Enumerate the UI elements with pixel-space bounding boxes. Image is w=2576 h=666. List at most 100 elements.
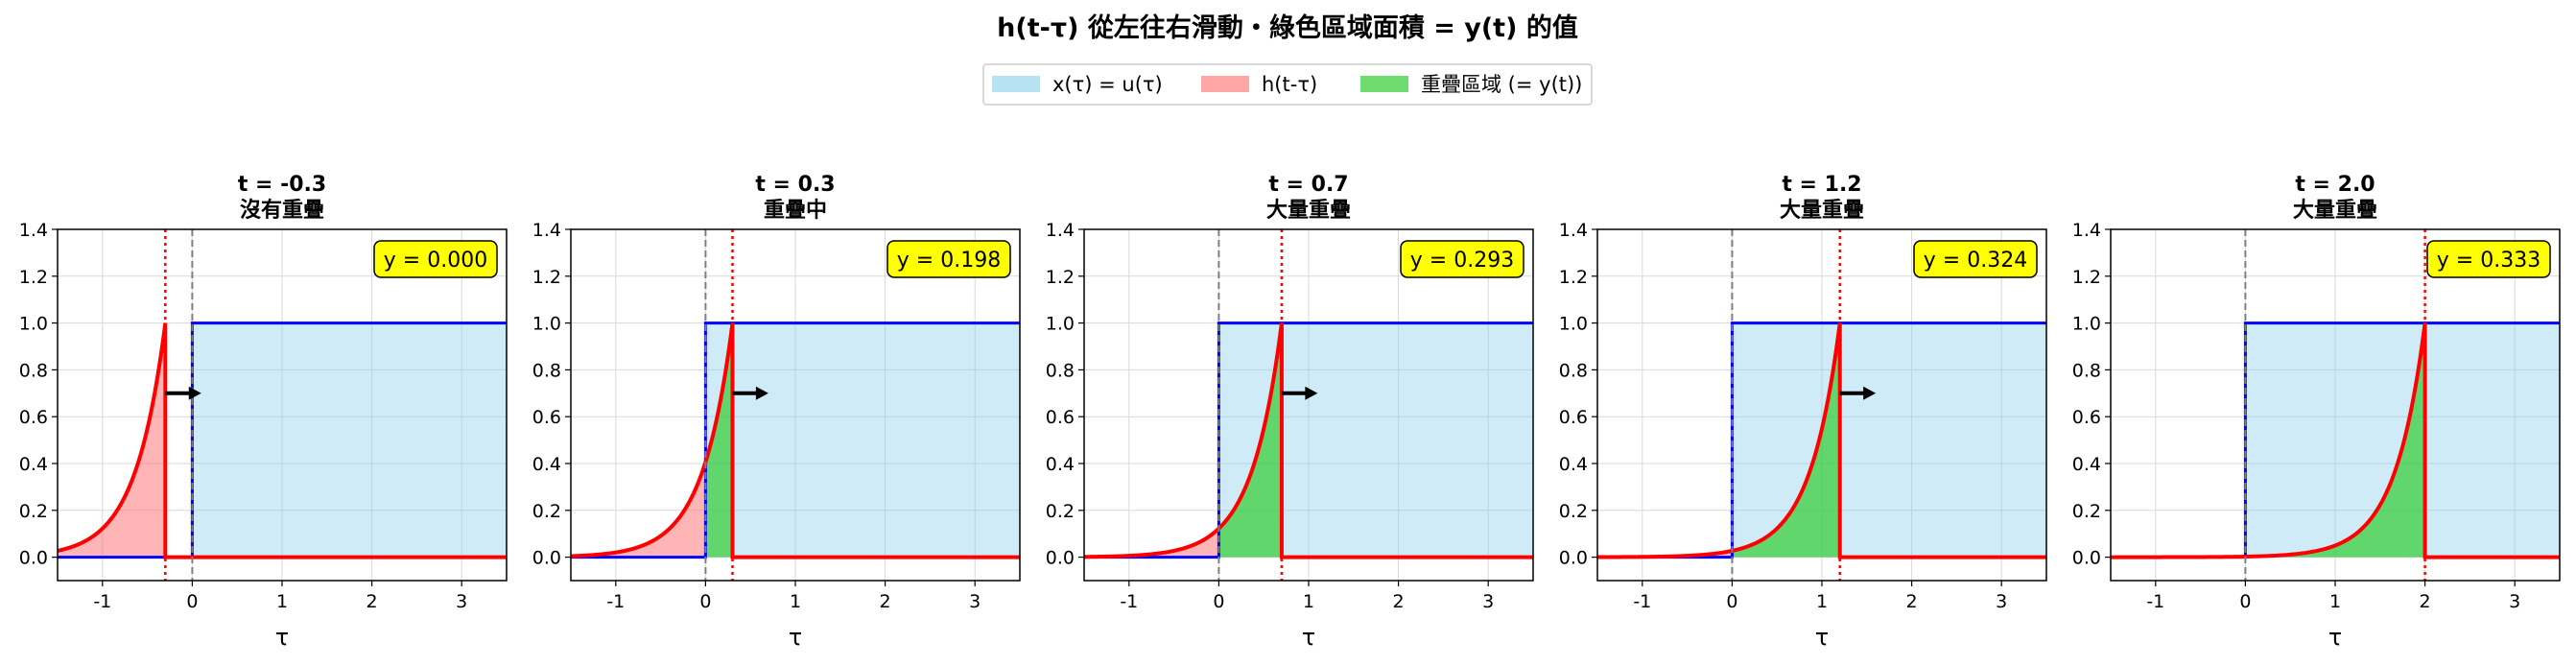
x-tick-label: 0: [2239, 591, 2251, 612]
y-tick-label: 0.8: [19, 360, 48, 381]
motion-arrow: [165, 386, 201, 400]
y-tick-label: 0.6: [19, 407, 48, 428]
y-tick-label: 0.2: [532, 501, 561, 522]
y-tick-label: 0.2: [19, 501, 48, 522]
arrow-head: [755, 386, 768, 400]
overlap-fill: [1218, 322, 1282, 558]
y-value-box: [1400, 240, 1524, 278]
y-tick-label: 0.6: [1046, 407, 1075, 428]
x-tick-label: -1: [606, 591, 625, 612]
y-value-label: y = 0.000: [384, 249, 487, 273]
y-tick-label: 1.2: [532, 267, 561, 288]
legend-frame: [982, 63, 1593, 106]
y-tick-label: 1.0: [19, 314, 48, 335]
x-tick-label: 2: [2420, 591, 2431, 612]
legend-swatch-overlap: [1360, 76, 1408, 92]
x-tick-label: 0: [186, 591, 198, 612]
y-tick-label: 1.2: [1559, 267, 1588, 288]
y-tick-label: 1.4: [19, 220, 48, 241]
y-tick-label: 1.2: [19, 267, 48, 288]
y-tick-label: 0.6: [2072, 407, 2101, 428]
x-tick-label: 1: [276, 591, 288, 612]
legend-label-x: x(τ) = u(τ): [1052, 73, 1163, 96]
h-fill: [58, 322, 166, 558]
y-tick-label: 1.4: [1559, 220, 1588, 241]
legend-swatch-x: [992, 76, 1040, 92]
x-tick-label: 3: [1482, 591, 1494, 612]
y-tick-label: 0.4: [1559, 454, 1588, 475]
y-tick-label: 0.0: [1046, 548, 1075, 569]
y-tick-label: 0.4: [19, 454, 48, 475]
x-axis-label: τ: [789, 624, 802, 651]
y-value-box: [373, 240, 498, 278]
y-tick-label: 1.0: [532, 314, 561, 335]
arrow-head: [1305, 386, 1318, 400]
h-curve: [58, 322, 507, 559]
x-step-line: [571, 321, 1020, 559]
x-tick-label: 3: [969, 591, 981, 612]
x-tick-label: -1: [1633, 591, 1651, 612]
x-tick-label: 1: [1816, 591, 1828, 612]
x-tick-label: 1: [2329, 591, 2341, 612]
plot-area: [1597, 321, 2046, 559]
panel-subtitle: 沒有重疊: [240, 198, 324, 223]
x-tick-label: 2: [366, 591, 378, 612]
x-tick-label: -1: [2146, 591, 2164, 612]
plot-area: [58, 321, 507, 559]
x-tick-label: 0: [1726, 591, 1737, 612]
y-value-label: y = 0.333: [2437, 249, 2541, 273]
y-value-box: [2426, 240, 2551, 278]
y-tick-label: 0.2: [1559, 501, 1588, 522]
h-curve: [571, 322, 1020, 559]
panel-title: t = 0.3: [755, 173, 835, 197]
x-axis-label: τ: [275, 624, 289, 651]
h-curve: [2111, 322, 2560, 559]
y-value-box: [1913, 240, 2038, 278]
plot-area: [571, 321, 1020, 559]
y-tick-label: 1.0: [1046, 314, 1075, 335]
x-step-line: [58, 321, 507, 559]
y-tick-label: 0.0: [19, 548, 48, 569]
y-tick-label: 0.6: [532, 407, 561, 428]
y-tick-label: 0.6: [1559, 407, 1588, 428]
h-fill: [571, 462, 706, 558]
y-tick-label: 0.2: [1046, 501, 1075, 522]
plot-area: [2111, 321, 2560, 559]
x-fill: [192, 322, 507, 558]
legend: x(τ) = u(τ) h(t-τ) 重疊區域 (= y(t)): [982, 63, 1593, 106]
legend-label-overlap: 重疊區域 (= y(t)): [1421, 73, 1582, 96]
legend-swatch-h: [1201, 76, 1249, 92]
panel-title: t = 1.2: [1782, 173, 1861, 197]
x-tick-label: 0: [1213, 591, 1224, 612]
arrow-head: [188, 386, 201, 400]
y-value-box: [886, 240, 1011, 278]
plot-area: [1084, 321, 1533, 559]
panel-title: t = 2.0: [2295, 173, 2375, 197]
motion-arrow: [732, 386, 768, 400]
panel-subtitle: 重疊中: [764, 199, 827, 223]
y-tick-label: 0.0: [532, 548, 561, 569]
figure-title: h(t-τ) 從左往右滑動・綠色區域面積 = y(t) 的值: [997, 12, 1578, 43]
y-tick-label: 0.0: [2072, 548, 2101, 569]
y-value-label: y = 0.198: [897, 249, 1001, 273]
y-tick-label: 1.0: [1559, 314, 1588, 335]
y-tick-label: 1.4: [532, 220, 561, 241]
y-tick-label: 1.4: [1046, 220, 1075, 241]
panel-subtitle: 大量重疊: [2293, 199, 2377, 223]
y-tick-label: 1.0: [2072, 314, 2101, 335]
overlap-fill: [1732, 322, 1840, 558]
y-tick-label: 0.8: [1559, 360, 1588, 381]
arrow-head: [1863, 386, 1877, 400]
legend-label-h: h(t-τ): [1262, 73, 1317, 96]
h-curve: [1084, 322, 1533, 559]
y-tick-label: 0.8: [532, 360, 561, 381]
y-tick-label: 0.4: [532, 454, 561, 475]
motion-arrow: [1839, 386, 1877, 400]
x-tick-label: 0: [699, 591, 711, 612]
y-tick-label: 0.2: [2072, 501, 2101, 522]
